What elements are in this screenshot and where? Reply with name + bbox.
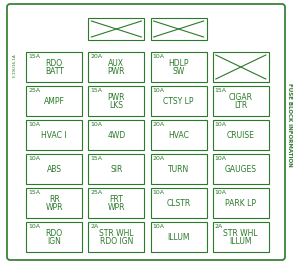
Text: 10A: 10A <box>153 223 165 228</box>
Text: 2A: 2A <box>90 223 99 228</box>
Text: HVAC I: HVAC I <box>41 130 67 139</box>
Text: CLSTR: CLSTR <box>167 198 191 207</box>
Bar <box>26 222 82 252</box>
Bar <box>213 188 269 218</box>
Text: 20A: 20A <box>90 54 103 59</box>
Bar <box>26 188 82 218</box>
Text: 10A: 10A <box>28 121 40 126</box>
Text: 25A: 25A <box>28 87 40 92</box>
Text: CRUISE: CRUISE <box>227 130 255 139</box>
Text: 10A: 10A <box>90 121 102 126</box>
Text: 10A: 10A <box>215 156 227 161</box>
Text: 2A: 2A <box>215 223 223 228</box>
Text: 25A: 25A <box>90 189 103 195</box>
Text: FRT: FRT <box>110 195 123 204</box>
Bar <box>88 188 144 218</box>
Bar <box>151 86 207 116</box>
Text: FUSE BLOCK INFORMATION: FUSE BLOCK INFORMATION <box>286 83 292 167</box>
Text: 15A: 15A <box>90 87 102 92</box>
Bar <box>213 222 269 252</box>
Text: 10A: 10A <box>153 189 165 195</box>
Text: LKS: LKS <box>110 100 123 109</box>
Text: RDO IGN: RDO IGN <box>100 236 133 245</box>
Text: WPR: WPR <box>46 202 63 211</box>
Bar <box>88 120 144 150</box>
Bar <box>151 52 207 82</box>
Text: 20A: 20A <box>153 156 165 161</box>
Text: PWR: PWR <box>108 67 125 76</box>
Text: SW: SW <box>172 67 185 76</box>
Text: 4WD: 4WD <box>107 130 125 139</box>
Text: 20A: 20A <box>153 121 165 126</box>
Text: RDO: RDO <box>46 59 63 68</box>
Text: 10A: 10A <box>153 87 165 92</box>
Text: 15A: 15A <box>28 189 40 195</box>
Text: GAUGES: GAUGES <box>225 165 257 174</box>
Text: 15A: 15A <box>215 87 227 92</box>
Bar <box>151 222 207 252</box>
Text: ILLUM: ILLUM <box>167 232 190 241</box>
Bar <box>213 154 269 184</box>
Text: BATT: BATT <box>45 67 64 76</box>
Bar <box>26 86 82 116</box>
Bar <box>26 120 82 150</box>
Text: RDO: RDO <box>46 228 63 237</box>
Bar <box>88 154 144 184</box>
Text: 10A: 10A <box>28 223 40 228</box>
Bar <box>213 86 269 116</box>
Bar <box>26 154 82 184</box>
Bar <box>151 120 207 150</box>
Text: CTSY LP: CTSY LP <box>164 96 194 105</box>
Text: PWR: PWR <box>108 92 125 101</box>
Text: 15A: 15A <box>90 156 102 161</box>
Text: STR WHL: STR WHL <box>99 228 134 237</box>
Bar <box>213 52 269 82</box>
Text: 10A: 10A <box>215 189 227 195</box>
Text: AUX: AUX <box>108 59 124 68</box>
Text: RR: RR <box>49 195 60 204</box>
Bar <box>151 154 207 184</box>
Bar <box>26 52 82 82</box>
Text: PARK LP: PARK LP <box>225 198 256 207</box>
Text: HDLP: HDLP <box>168 59 189 68</box>
Text: ILLUM: ILLUM <box>230 236 252 245</box>
Text: STR WHL: STR WHL <box>224 228 258 237</box>
Bar <box>88 52 144 82</box>
Text: 10A: 10A <box>215 121 227 126</box>
FancyBboxPatch shape <box>7 4 285 260</box>
Text: HVAC: HVAC <box>168 130 189 139</box>
Text: WPR: WPR <box>108 202 125 211</box>
Bar <box>151 18 207 40</box>
Text: CIGAR: CIGAR <box>229 92 253 101</box>
Text: SIR: SIR <box>110 165 123 174</box>
Text: IGN: IGN <box>47 236 61 245</box>
Text: F-19U16.1A: F-19U16.1A <box>13 53 17 77</box>
Text: AMPF: AMPF <box>44 96 64 105</box>
Bar <box>213 120 269 150</box>
Bar <box>88 86 144 116</box>
Bar <box>88 222 144 252</box>
Text: 10A: 10A <box>28 156 40 161</box>
Bar <box>151 188 207 218</box>
Text: ABS: ABS <box>47 165 62 174</box>
Text: 10A: 10A <box>153 54 165 59</box>
Text: 15A: 15A <box>28 54 40 59</box>
Text: LTR: LTR <box>234 100 248 109</box>
Text: TURN: TURN <box>168 165 189 174</box>
Bar <box>88 18 144 40</box>
